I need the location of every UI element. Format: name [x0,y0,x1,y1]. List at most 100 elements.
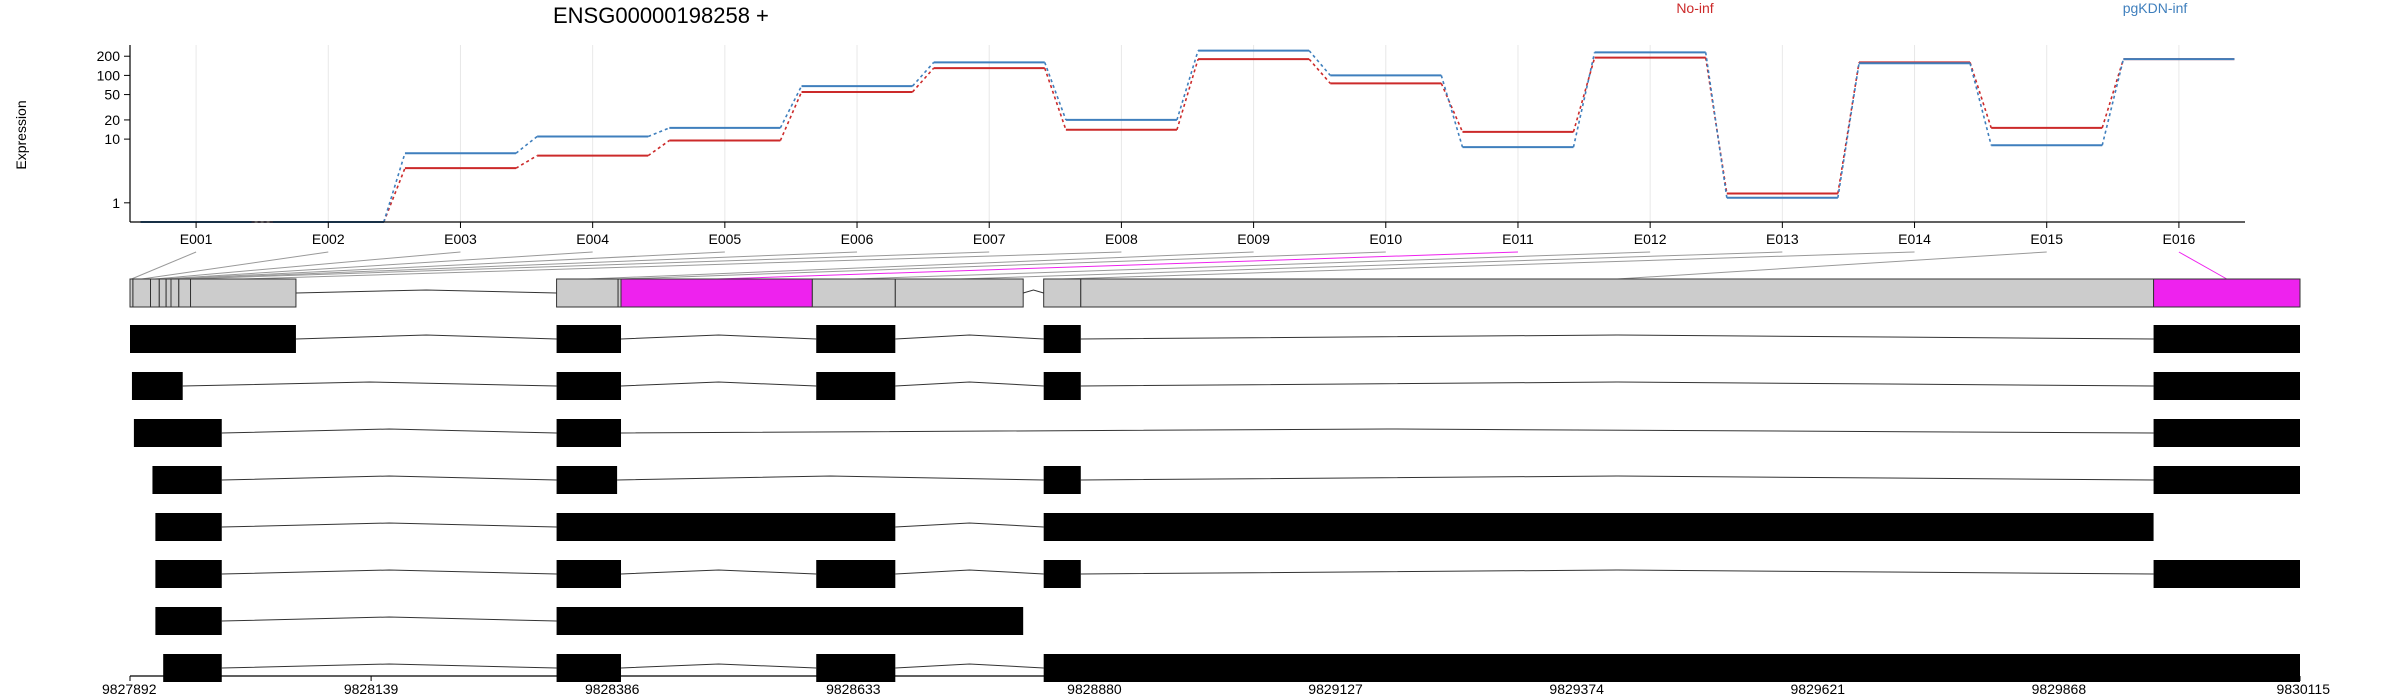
exon-bin-E004 [158,278,167,308]
exon-bin-E002 [132,278,151,308]
x-tick-label-E001: E001 [180,231,213,247]
transcript-5-exon-2 [556,513,896,541]
transcript-2-intron-2 [620,381,817,387]
transcript-2-exon-3 [816,372,896,400]
transcript-6-exon-2 [556,560,622,588]
x-tick-label-E006: E006 [841,231,874,247]
series-No-inf-connector-14 [1969,62,1992,129]
exon-bin-E009 [556,278,619,308]
transcript-1-intron-2 [620,334,817,340]
series-pgKDN-inf-connector-6 [911,61,935,87]
x-tick-label-E010: E010 [1369,231,1402,247]
exon-bin-E006 [170,278,180,308]
transcript-5 [155,513,2154,541]
series-pgKDN-inf-connector-10 [1440,75,1464,148]
exon-bin-E015 [1080,278,2155,308]
x-tick-label-E009: E009 [1237,231,1270,247]
expression-series [140,49,2235,223]
transcript-1 [130,325,2300,353]
transcript-6-exon-4 [1043,560,1081,588]
transcript-6-exon-3 [816,560,896,588]
transcript-6-intron-2 [620,569,817,575]
coordinate-tick-label-9829127: 9829127 [1308,681,1363,697]
series-No-inf-connector-11 [1572,57,1596,133]
coordinate-tick-label-9828139: 9828139 [344,681,399,697]
connector-E009 [587,251,1254,280]
exon-bin-E003 [149,278,160,308]
transcript-6-exon-5 [2153,560,2300,588]
transcript-8-exon-2 [556,654,622,682]
exon-bin-E008 [190,278,297,308]
transcript-3-exon-1 [133,419,222,447]
transcript-1-intron-4 [1080,334,2154,340]
transcript-8-exon-1 [163,654,222,682]
transcript-2-exon-1 [131,372,183,400]
x-tick-label-E013: E013 [1766,231,1799,247]
transcript-2-intron-4 [1080,381,2154,387]
genomic-coordinate-axis: 9827892 9828139 9828386 9828633 9828880 98291… [102,675,2331,697]
series-No-inf-connector-10 [1440,83,1464,133]
exon-bin-E005 [165,278,172,308]
connector-E002 [141,251,329,280]
transcript-8-intron-2 [620,663,817,669]
transcript-2-intron-1 [182,381,557,387]
transcript-4-intron-2 [617,475,1044,481]
connector-E006 [174,251,858,280]
transcript-5-exon-1 [155,513,222,541]
x-tick-label-E011: E011 [1502,231,1534,247]
intron-8 [295,289,557,294]
transcripts [130,325,2300,682]
x-tick-label-E016: E016 [2163,231,2196,247]
transcript-4-exon-1 [152,466,222,494]
series-pgKDN-inf-connector-13 [1837,63,1860,198]
transcript-8 [163,654,2300,682]
series-No-inf [140,56,2235,223]
coordinate-tick-label-9829374: 9829374 [1549,681,1604,697]
transcript-4-intron-1 [221,475,557,481]
connector-E003 [154,251,461,280]
x-tick-label-E014: E014 [1898,231,1931,247]
transcript-6-intron-3 [895,569,1044,575]
x-tick-label-E008: E008 [1105,231,1138,247]
coordinate-tick-label-9827892: 9827892 [102,681,157,697]
legend-label-no-inf: No-inf [1676,0,1713,16]
transcript-4-exon-4 [2153,466,2300,494]
x-tick-label-E005: E005 [708,231,741,247]
coordinate-tick-label-9830115: 9830115 [2277,681,2331,697]
transcript-6-intron-4 [1080,569,2154,575]
transcript-7-exon-2 [556,607,1024,635]
transcript-3-exon-3 [2153,419,2300,447]
exon-bin-E011 [620,278,813,308]
series-pgKDN-inf-connector-2 [383,153,406,223]
transcript-5-intron-2 [895,522,1044,528]
grid-lines [195,45,2180,222]
transcript-5-intron-1 [221,522,557,528]
y-tick-label-200: 200 [97,48,121,64]
series-No-inf-connector-8 [1176,58,1199,131]
transcript-1-exon-4 [1043,325,1081,353]
transcript-8-intron-3 [895,663,1044,669]
transcript-6 [155,560,2300,588]
transcript-7 [155,607,1024,635]
transcript-1-intron-1 [295,334,557,340]
transcript-4-exon-2 [556,466,618,494]
connector-E014 [1062,251,1915,280]
connector-E001 [131,251,197,280]
transcript-2-exon-5 [2153,372,2300,400]
coordinate-tick-label-9828880: 9828880 [1067,681,1122,697]
y-tick-label-1: 1 [112,195,120,211]
transcript-5-exon-3 [1043,513,2154,541]
transcript-6-exon-1 [155,560,222,588]
transcript-3 [133,419,2300,447]
coordinate-tick-label-9828633: 9828633 [826,681,881,697]
transcript-3-intron-1 [221,428,557,434]
series-No-inf-connector-6 [911,67,935,93]
series-No-inf-connector-2 [383,167,406,223]
transcript-2-intron-3 [895,381,1044,387]
series-pgKDN-inf-connector-11 [1572,52,1596,148]
series-No-inf-connector-3 [515,154,538,169]
series-pgKDN-inf-connector-4 [647,127,670,138]
x-tick-label-E003: E003 [444,231,477,247]
connector-E008 [243,251,1122,280]
